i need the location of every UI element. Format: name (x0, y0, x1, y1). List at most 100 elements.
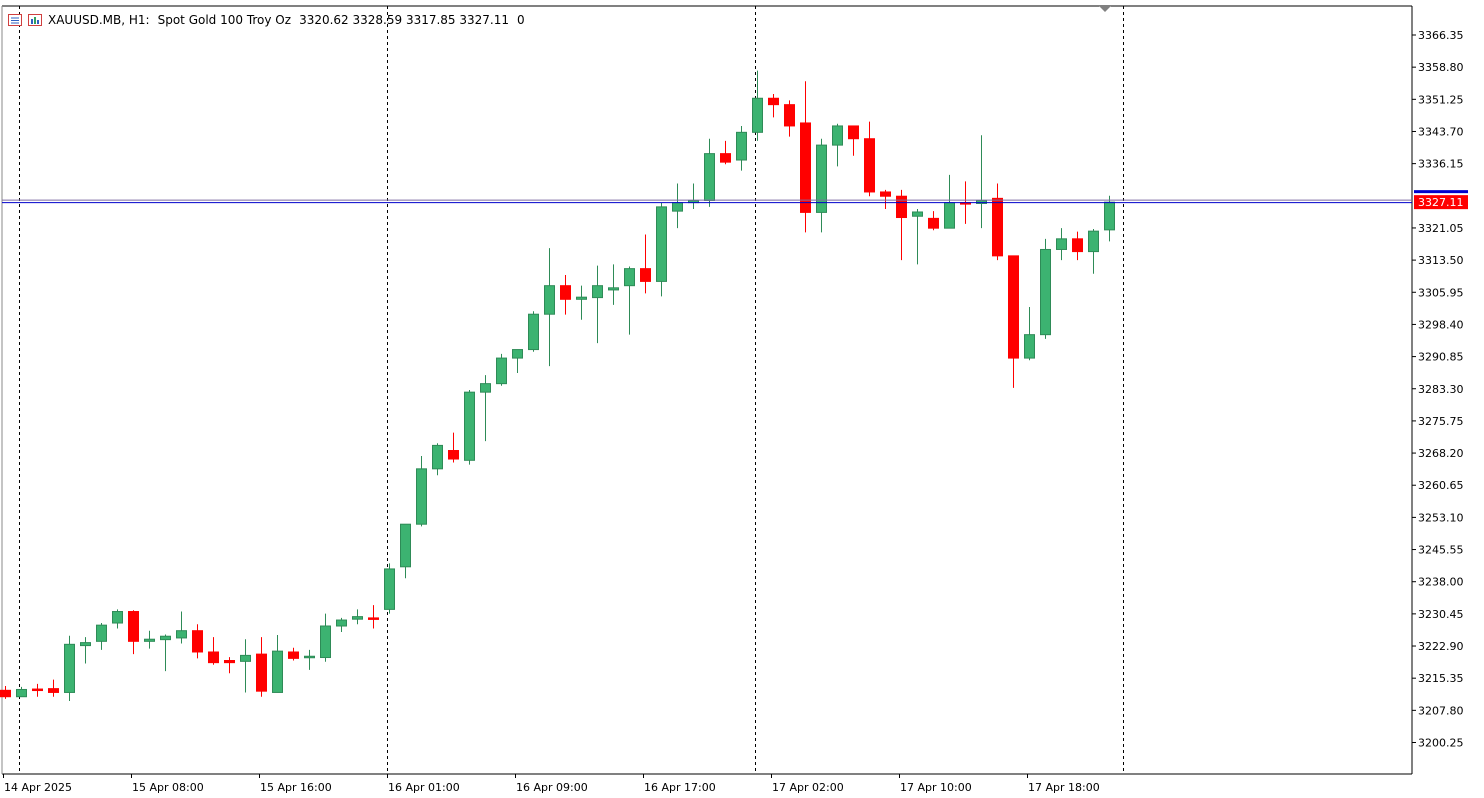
candle[interactable] (816, 138, 827, 233)
bull-candle-body (80, 642, 91, 647)
candle[interactable] (912, 208, 923, 265)
bull-candle-body (912, 211, 923, 217)
candle[interactable] (928, 211, 939, 231)
candle[interactable] (352, 609, 363, 625)
x-tick-label: 14 Apr 2025 (4, 781, 72, 794)
candle[interactable] (288, 647, 299, 661)
candle[interactable] (384, 563, 395, 614)
candle[interactable] (528, 311, 539, 352)
candle[interactable] (208, 637, 219, 665)
y-tick-label: 3358.80 (1418, 61, 1464, 74)
bull-candle-body (592, 285, 603, 299)
y-tick-label: 3313.50 (1418, 254, 1464, 267)
candle[interactable] (400, 523, 411, 579)
candle[interactable] (1040, 238, 1051, 339)
candle[interactable] (16, 686, 27, 698)
candle[interactable] (256, 637, 267, 697)
candle[interactable] (368, 605, 379, 629)
y-tick-label: 3343.70 (1418, 125, 1464, 138)
candle[interactable] (848, 125, 859, 156)
chart-header: XAUUSD.MB, H1: Spot Gold 100 Troy Oz 332… (8, 8, 533, 32)
candle[interactable] (1008, 255, 1019, 388)
candle[interactable] (688, 183, 699, 209)
candle[interactable] (496, 353, 507, 386)
candle[interactable] (608, 264, 619, 305)
candle[interactable] (992, 183, 1003, 261)
chart-window-icon[interactable] (8, 14, 22, 26)
candle[interactable] (320, 613, 331, 662)
candle[interactable] (640, 234, 651, 294)
candle[interactable] (1072, 231, 1083, 261)
candle[interactable] (1088, 229, 1099, 274)
candle[interactable] (1024, 306, 1035, 361)
candle[interactable] (336, 617, 347, 632)
y-tick-label: 3230.45 (1418, 608, 1464, 621)
bull-candle-body (832, 125, 843, 146)
candle[interactable] (0, 686, 11, 699)
candle[interactable] (592, 265, 603, 344)
candle[interactable] (304, 649, 315, 670)
bull-candle-body (112, 611, 123, 624)
candle[interactable] (704, 138, 715, 207)
candle[interactable] (240, 639, 251, 693)
x-tick-label: 17 Apr 10:00 (900, 781, 972, 794)
bull-candle-body (1040, 248, 1051, 336)
candle[interactable] (656, 202, 667, 297)
candle[interactable] (128, 610, 139, 655)
bull-candle-body (672, 202, 683, 212)
candle[interactable] (976, 135, 987, 229)
candle[interactable] (416, 456, 427, 527)
candle[interactable] (880, 189, 891, 209)
candle[interactable] (448, 432, 459, 463)
candle[interactable] (176, 611, 187, 644)
bull-candle-body (320, 625, 331, 659)
bear-candle-body (224, 660, 235, 664)
x-tick-label: 16 Apr 01:00 (388, 781, 460, 794)
candle[interactable] (832, 123, 843, 167)
candle[interactable] (864, 121, 875, 197)
candle[interactable] (544, 248, 555, 367)
candle[interactable] (800, 81, 811, 233)
candle[interactable] (32, 683, 43, 697)
candle[interactable] (192, 624, 203, 659)
candle[interactable] (272, 634, 283, 693)
candle[interactable] (736, 125, 747, 171)
candle[interactable] (432, 443, 443, 476)
candle[interactable] (64, 635, 75, 701)
candle[interactable] (784, 100, 795, 137)
candle[interactable] (720, 140, 731, 165)
chart-template-icon[interactable] (28, 14, 42, 26)
candle[interactable] (160, 634, 171, 672)
candle[interactable] (480, 375, 491, 442)
candle[interactable] (96, 623, 107, 650)
bull-candle-body (736, 131, 747, 161)
candle[interactable] (896, 189, 907, 261)
candle[interactable] (464, 390, 475, 465)
candle[interactable] (944, 174, 955, 229)
candle[interactable] (768, 93, 779, 118)
y-tick-label: 3260.65 (1418, 479, 1464, 492)
bear-candle-body (1008, 255, 1019, 359)
candle[interactable] (1056, 228, 1067, 261)
chart-shift-marker[interactable] (1099, 6, 1111, 12)
candle[interactable] (560, 275, 571, 315)
candle[interactable] (48, 679, 59, 697)
bull-candle-body (240, 654, 251, 662)
bull-candle-body (576, 296, 587, 300)
candle[interactable] (624, 266, 635, 335)
x-tick-label: 15 Apr 08:00 (132, 781, 204, 794)
candle[interactable] (752, 70, 763, 141)
candle[interactable] (80, 637, 91, 664)
candle[interactable] (224, 657, 235, 674)
y-tick-label: 3305.95 (1418, 286, 1464, 299)
candle[interactable] (512, 349, 523, 373)
candle[interactable] (672, 183, 683, 229)
candle[interactable] (576, 285, 587, 320)
candle[interactable] (112, 609, 123, 629)
bull-candle-body (96, 624, 107, 642)
bull-candle-body (64, 643, 75, 693)
candle[interactable] (144, 630, 155, 649)
y-tick-label: 3283.30 (1418, 383, 1464, 396)
